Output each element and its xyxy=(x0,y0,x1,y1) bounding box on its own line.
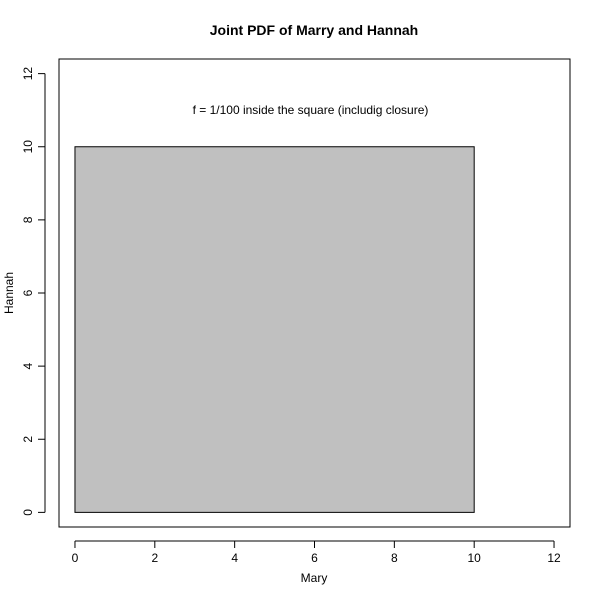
region-layer xyxy=(74,146,475,513)
y-tick-label: 10 xyxy=(21,140,35,154)
y-axis-title: Hannah xyxy=(2,272,16,314)
y-tick-label: 8 xyxy=(21,216,35,223)
y-tick-label: 6 xyxy=(21,289,35,296)
x-tick-label: 6 xyxy=(311,551,318,565)
x-tick-label: 0 xyxy=(72,551,79,565)
chart-title: Joint PDF of Marry and Hannah xyxy=(210,22,418,38)
y-tick-label: 12 xyxy=(21,67,35,81)
plot-frame xyxy=(58,58,571,528)
x-tick-label: 2 xyxy=(151,551,158,565)
x-tick-label: 10 xyxy=(468,551,482,565)
y-tick-label: 0 xyxy=(21,509,35,516)
y-tick-label: 2 xyxy=(21,436,35,443)
annotation-text: f = 1/100 inside the square (includig cl… xyxy=(193,103,429,117)
x-axis-title: Mary xyxy=(301,571,328,585)
x-tick-label: 8 xyxy=(391,551,398,565)
density-region xyxy=(74,146,475,513)
y-tick-label: 4 xyxy=(21,362,35,369)
x-axis: 0 2 4 6 8 10 12 xyxy=(72,540,561,565)
x-tick-label: 12 xyxy=(547,551,561,565)
y-axis: 0 2 4 6 8 10 12 xyxy=(21,67,46,516)
x-tick-label: 4 xyxy=(231,551,238,565)
